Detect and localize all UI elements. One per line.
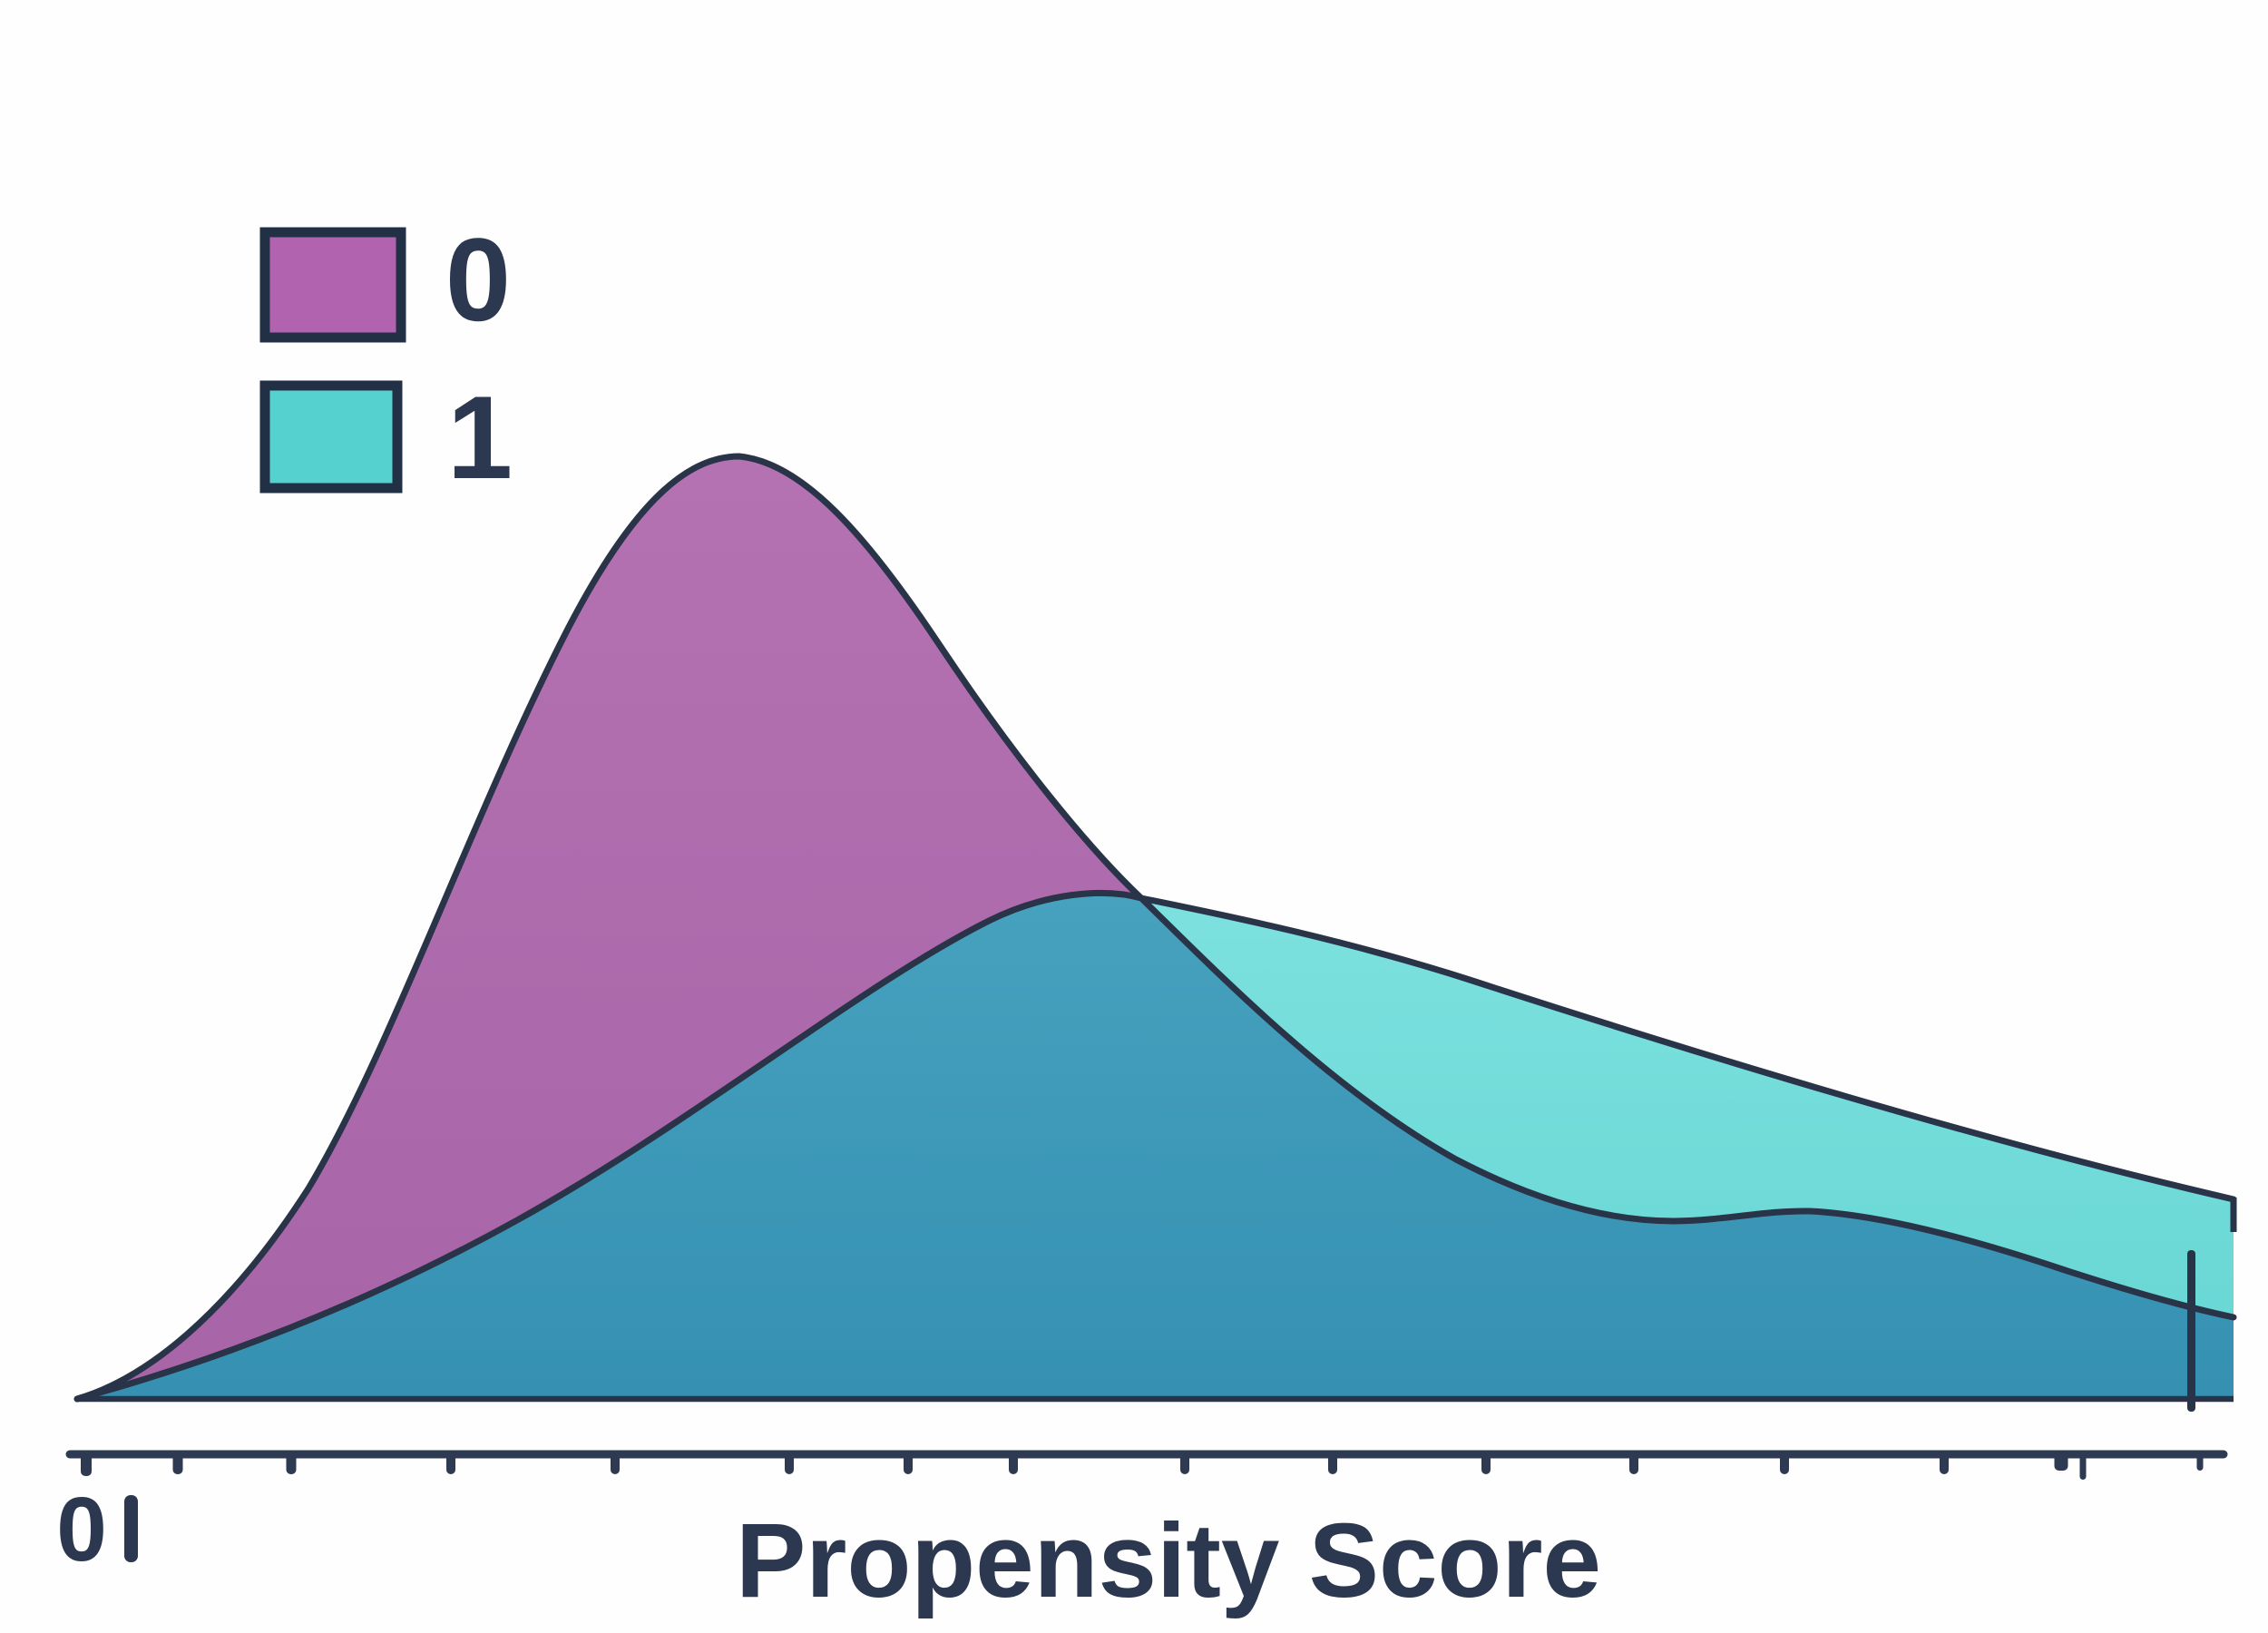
legend-swatch-group1 xyxy=(259,380,403,494)
overlap-density-area xyxy=(77,893,2234,1399)
x-axis-title: Propensity Score xyxy=(736,1501,1601,1619)
legend-label-group1: 1 xyxy=(447,371,513,504)
group1-density-area xyxy=(1141,898,2234,1317)
axis-tick xyxy=(2079,1452,2087,1480)
axis-tick xyxy=(81,1452,92,1476)
axis-tick xyxy=(1481,1452,1491,1474)
axis-tick xyxy=(1328,1452,1337,1474)
x-axis-origin-label: 0 xyxy=(56,1479,107,1580)
group0-density-curve xyxy=(73,453,2237,1403)
legend-item-group0: 0 xyxy=(259,213,511,346)
axis-tick xyxy=(611,1452,620,1474)
axis-tick xyxy=(172,1452,183,1474)
origin-stray-bar xyxy=(124,1495,138,1562)
axis-tick xyxy=(785,1452,794,1474)
axis-tick xyxy=(904,1452,913,1474)
axis-ticks xyxy=(81,1452,2204,1480)
axis-tick xyxy=(1940,1452,1949,1474)
axis-tick xyxy=(1780,1452,1789,1474)
group0-density-area xyxy=(77,456,1141,1399)
legend-label-group0: 0 xyxy=(445,213,511,346)
group1-density-curve xyxy=(73,889,2237,1403)
axis-tick xyxy=(286,1452,297,1474)
axis-tick xyxy=(1180,1452,1189,1474)
axis-tick xyxy=(446,1452,455,1474)
legend-item-group1: 1 xyxy=(259,371,513,504)
axis-tick xyxy=(2054,1452,2068,1471)
axis-tick xyxy=(1629,1452,1638,1474)
legend-swatch-group0 xyxy=(259,227,406,343)
rug-mark-line xyxy=(2187,1250,2195,1412)
axis-tick xyxy=(1009,1452,1018,1474)
legend: 0 1 xyxy=(259,213,513,504)
axis-tick xyxy=(2196,1452,2204,1471)
